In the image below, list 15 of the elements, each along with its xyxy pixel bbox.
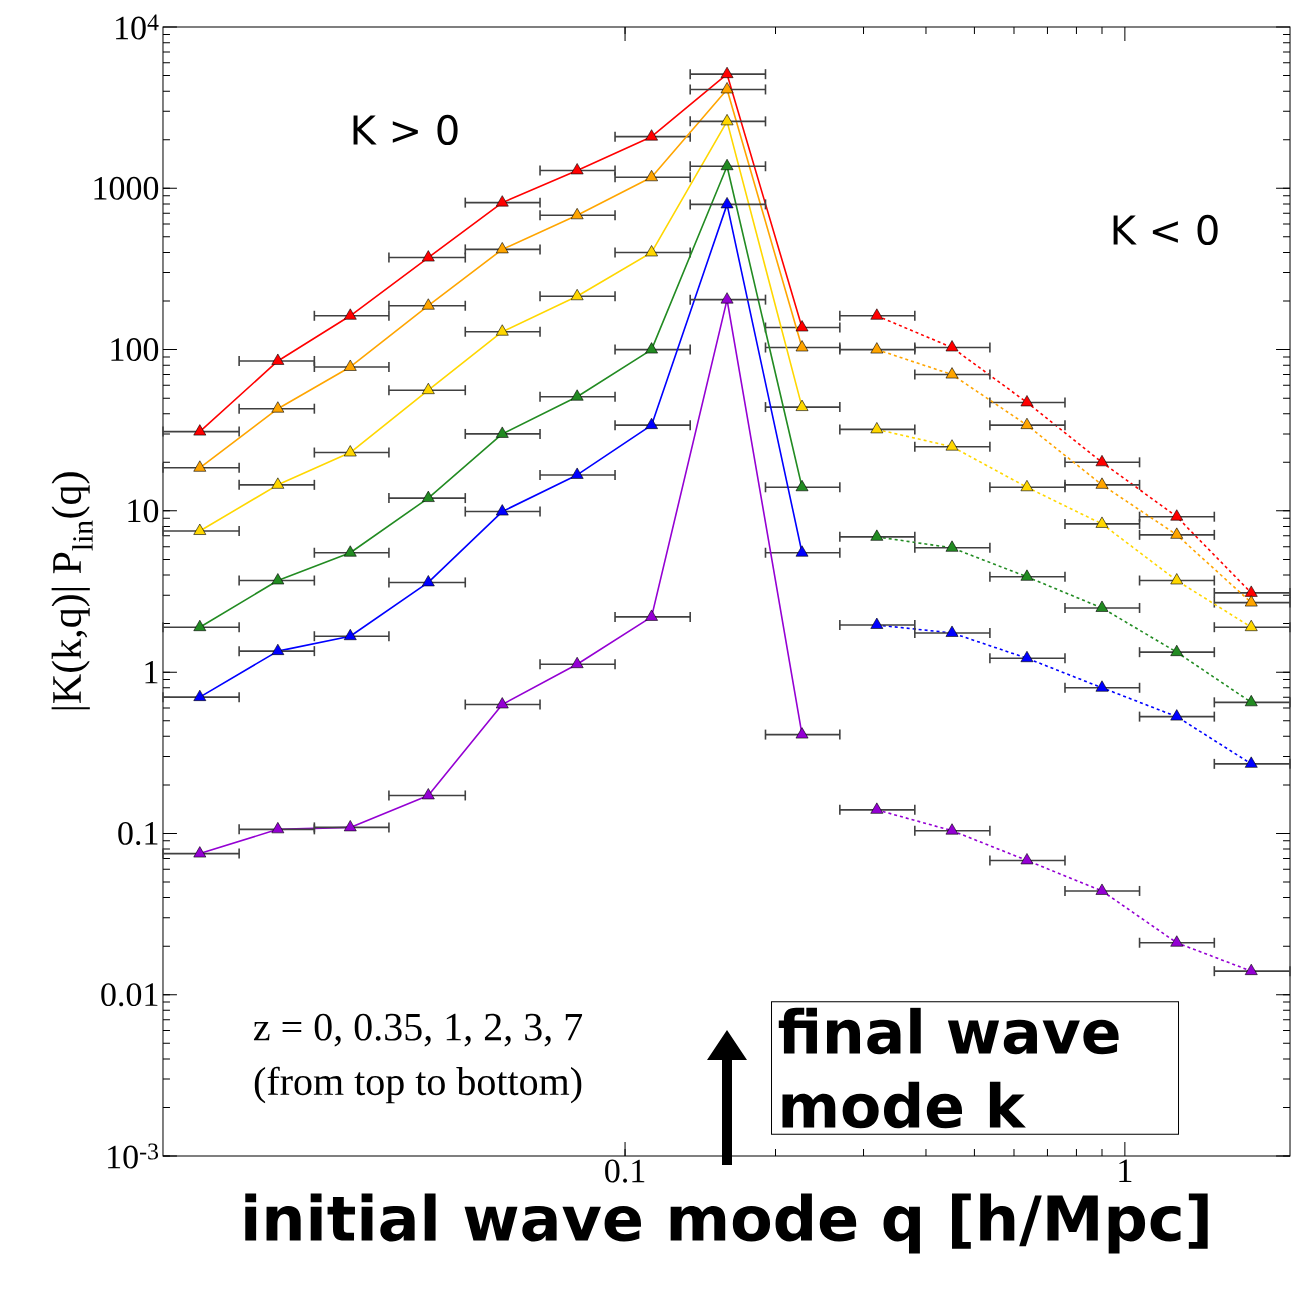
y-tick-label: 10$^{4}$	[116, 14, 159, 40]
annotation: K < 0	[1113, 214, 1218, 246]
annotation: K > 0	[353, 114, 458, 146]
y-tick-label: 1	[145, 660, 158, 684]
y-axis-title: |K(k,q)| P$_{lin}$(q)	[51, 472, 93, 710]
y-tick-label: 0.1	[118, 821, 158, 845]
y-tick-label: 10$^{-3}$	[108, 1143, 159, 1169]
y-tick-label: 10	[128, 499, 159, 523]
y-tick-label: 0.01	[101, 983, 158, 1007]
annotation: z = 0, 0.35, 1, 2, 3, 7	[253, 1013, 583, 1047]
annotation: final wave mode k	[778, 1007, 1119, 1129]
x-axis-title: initial wave mode q [h/Mpc]	[245, 1193, 1208, 1254]
y-tick-label: 100	[111, 338, 159, 362]
y-tick-label: 1000	[94, 176, 159, 200]
annotation: (from top to bottom)	[254, 1066, 582, 1104]
